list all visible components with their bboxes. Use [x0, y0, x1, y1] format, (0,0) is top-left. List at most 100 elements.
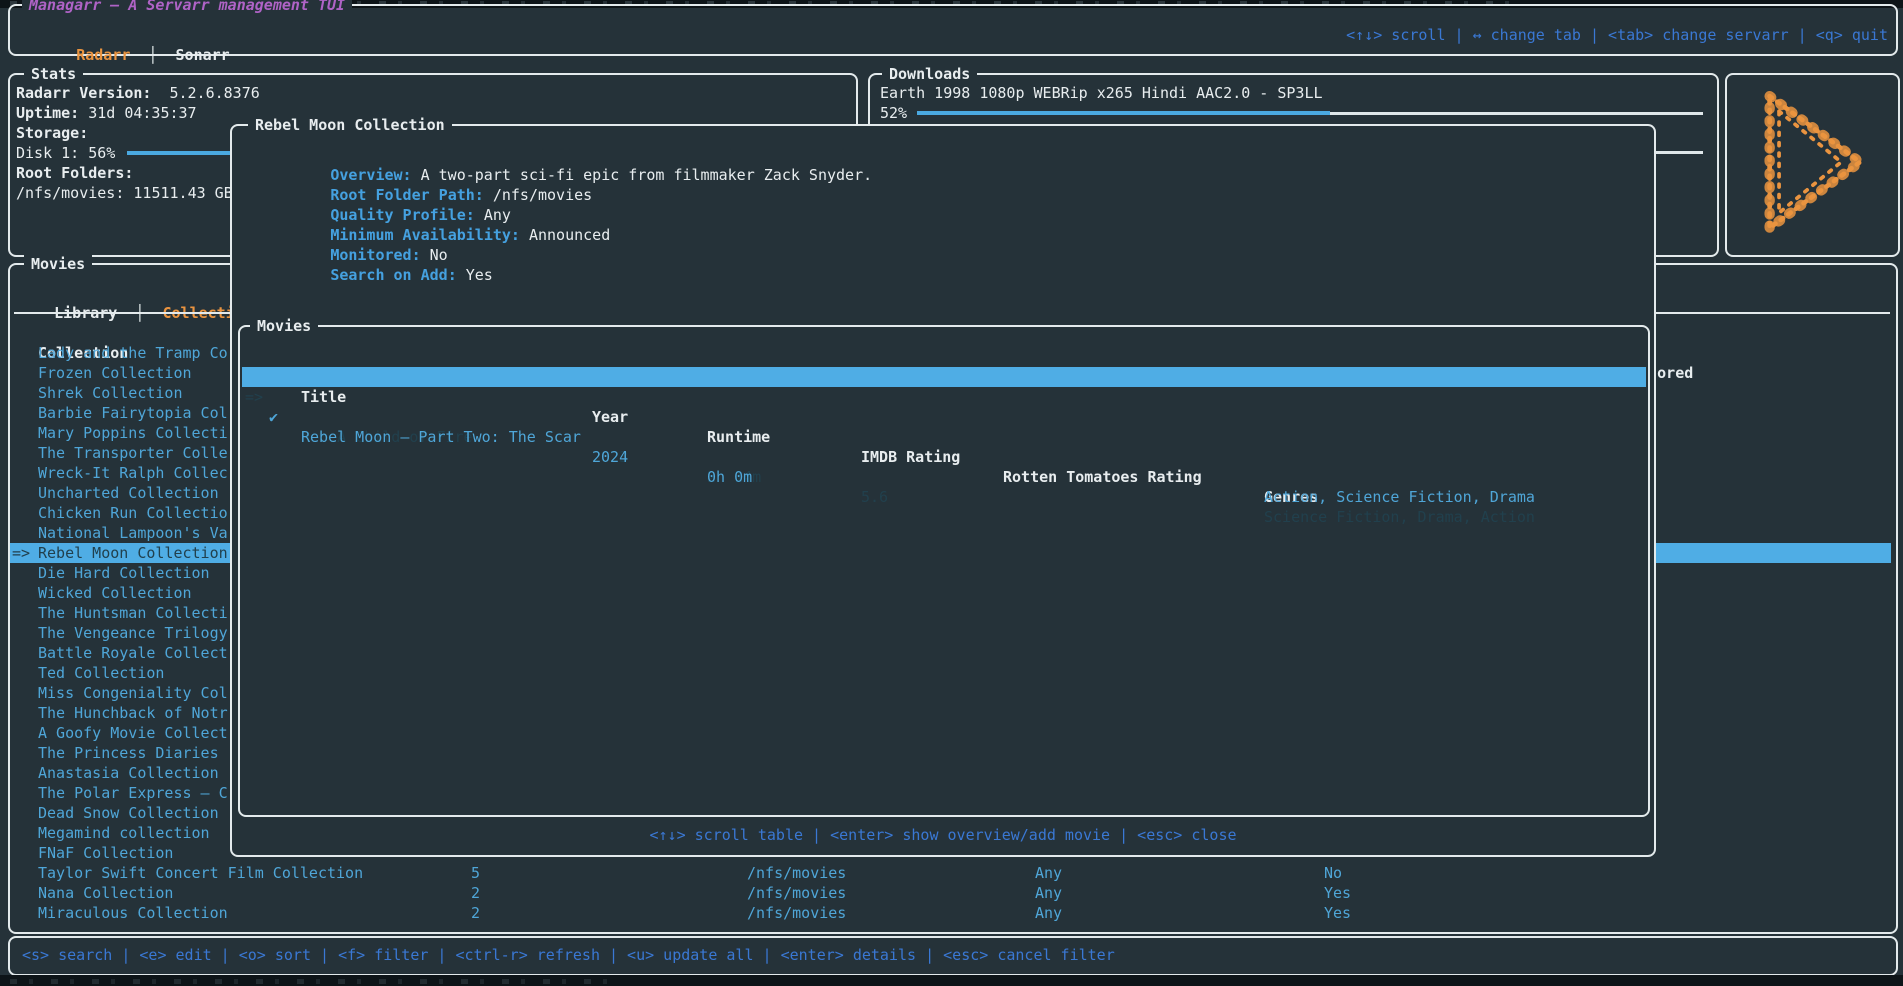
- collection-search-on-add: Yes: [1324, 884, 1352, 902]
- collection-name: National Lampoon's Va: [38, 524, 228, 542]
- modal-field-label: Overview:: [330, 166, 412, 184]
- collection-name: Miss Congeniality Col: [38, 684, 228, 702]
- collection-row[interactable]: Shrek Collection: [10, 383, 1891, 403]
- movies-header-runtime: Runtime: [707, 428, 771, 446]
- collection-row[interactable]: The Transporter Colle: [10, 443, 1891, 463]
- stat-uptime-value: 31d 04:35:37: [88, 104, 197, 122]
- tab-sonarr[interactable]: Sonarr: [175, 46, 230, 64]
- logo-panel: [1725, 73, 1900, 257]
- modal-field: Root Folder Path: /nfs/movies: [240, 165, 592, 204]
- collection-row[interactable]: Uncharted Collection: [10, 483, 1891, 503]
- modal-field-value: No: [429, 246, 448, 264]
- download-progress-gauge: [917, 111, 1330, 115]
- stat-storage-label: Storage:: [16, 124, 89, 142]
- download-progress-remainder: [1330, 112, 1703, 115]
- download-item-title: Earth 1998 1080p WEBRip x265 Hindi AAC2.…: [880, 84, 1323, 102]
- collection-row[interactable]: Nana Collection 2 /nfs/movies Any Yes: [10, 883, 1891, 903]
- modal-field-label: Monitored:: [330, 246, 421, 264]
- collection-name: Uncharted Collection: [38, 484, 219, 502]
- collection-row[interactable]: Dead Snow Collection: [10, 803, 1891, 823]
- collection-root-path: /nfs/movies: [747, 884, 847, 902]
- stat-disk-label: Disk 1: 56%: [16, 144, 116, 162]
- collection-name: Rebel Moon Collection: [38, 544, 228, 562]
- collection-row[interactable]: Taylor Swift Concert Film Collection 5 /…: [10, 863, 1891, 883]
- modal-field-value: A two-part sci-fi epic from filmmaker Za…: [420, 166, 873, 184]
- tab-radarr[interactable]: Radarr: [76, 46, 131, 64]
- app-title: Managarr – A Servarr management TUI: [22, 0, 353, 15]
- collection-row[interactable]: Die Hard Collection: [10, 563, 1891, 583]
- radarr-logo-icon: [1764, 91, 1866, 234]
- collection-name: Nana Collection: [38, 884, 174, 902]
- collection-name: Miraculous Collection: [38, 904, 228, 922]
- movie-imdb-rating: 5.6: [861, 488, 889, 506]
- collection-name: Mary Poppins Collecti: [38, 424, 228, 442]
- collection-row[interactable]: Lady and the Tramp Co: [10, 343, 1891, 363]
- collection-row[interactable]: Ted Collection: [10, 663, 1891, 683]
- modal-movies-panel: Movies ✔ Title Year Runtime IMDB Rating …: [238, 316, 1650, 817]
- stat-rootfolders-label: Root Folders:: [16, 164, 134, 182]
- modal-field-label: Quality Profile:: [330, 206, 475, 224]
- table-keybinds: <s> search | <e> edit | <o> sort | <f> f…: [22, 946, 1115, 964]
- modal-field-label: Search on Add:: [330, 266, 457, 284]
- download-item-percent: 52%: [880, 104, 908, 122]
- collection-row[interactable]: FNaF Collection: [10, 843, 1891, 863]
- collection-row[interactable]: Wreck-It Ralph Collec: [10, 463, 1891, 483]
- movie-monitored-check: ✔: [269, 408, 279, 426]
- collection-row[interactable]: Wicked Collection: [10, 583, 1891, 603]
- collection-row[interactable]: Mary Poppins Collecti: [10, 423, 1891, 443]
- modal-field-label: Minimum Availability:: [330, 226, 520, 244]
- collection-name: The Polar Express – C: [38, 784, 228, 802]
- downloads-panel-label: Downloads: [882, 64, 978, 84]
- collection-name: The Hunchback of Notr: [38, 704, 228, 722]
- movie-runtime: 0h 0m: [707, 468, 753, 486]
- collection-name: Taylor Swift Concert Film Collection: [38, 864, 364, 882]
- movie-row[interactable]: ✔ Rebel Moon – Part Two: The Scar 2024 0…: [242, 387, 1646, 506]
- collection-row[interactable]: National Lampoon's Va: [10, 523, 1891, 543]
- collection-name: Frozen Collection: [38, 364, 192, 382]
- modal-keybinds: <↑↓> scroll table | <enter> show overvie…: [649, 826, 1237, 844]
- movies-header-imdb: IMDB Rating: [861, 448, 961, 466]
- collection-quality-profile: Any: [1035, 884, 1063, 902]
- modal-field-value: Announced: [528, 226, 611, 244]
- collection-row[interactable]: Frozen Collection: [10, 363, 1891, 383]
- collection-name: The Vengeance Trilogy: [38, 624, 228, 642]
- collection-row[interactable]: Megamind collection: [10, 823, 1891, 843]
- collection-row[interactable]: The Vengeance Trilogy: [10, 623, 1891, 643]
- movies-header-title: Title: [301, 388, 347, 406]
- stat-rootfolder-value: /nfs/movies: 11511.43 GB: [16, 184, 233, 202]
- collection-row[interactable]: Barbie Fairytopia Col: [10, 403, 1891, 423]
- modal-field: Monitored: No: [240, 225, 447, 264]
- collection-row[interactable]: The Hunchback of Notr: [10, 703, 1891, 723]
- collection-root-path: /nfs/movies: [747, 864, 847, 882]
- collection-row[interactable]: A Goofy Movie Collect: [10, 723, 1891, 743]
- movies-panel-label: Movies: [24, 254, 93, 274]
- modal-field-label: Root Folder Path:: [330, 186, 484, 204]
- movie-year: 2024: [592, 448, 629, 466]
- movie-genres: Action, Science Fiction, Drama: [1264, 488, 1535, 506]
- movie-row[interactable]: => ✔ ne: A Child of Fire 2023 2h 14m 5.6…: [242, 367, 1646, 526]
- modal-title: Rebel Moon Collection: [248, 115, 452, 135]
- collection-row[interactable]: Battle Royale Collect: [10, 643, 1891, 663]
- collection-name: The Princess Diaries: [38, 744, 219, 762]
- collection-row[interactable]: Miraculous Collection 2 /nfs/movies Any …: [10, 903, 1891, 923]
- collection-row[interactable]: The Polar Express – C: [10, 783, 1891, 803]
- stats-panel-label: Stats: [24, 64, 84, 84]
- movie-year: 2023: [592, 448, 629, 466]
- collection-row[interactable]: Miss Congeniality Col: [10, 683, 1891, 703]
- modal-movies-label: Movies: [250, 316, 319, 336]
- collection-name: Die Hard Collection: [38, 564, 210, 582]
- collection-row[interactable]: The Huntsman Collecti: [10, 603, 1891, 623]
- movies-header-year: Year: [592, 408, 629, 426]
- movie-title: Rebel Moon – Part Two: The Scar: [301, 428, 581, 446]
- modal-field: Overview: A two-part sci-fi epic from fil…: [240, 145, 872, 184]
- collection-row[interactable]: Chicken Run Collectio: [10, 503, 1891, 523]
- collection-name: Wicked Collection: [38, 584, 192, 602]
- collection-root-path: /nfs/movies: [747, 904, 847, 922]
- collection-name: Ted Collection: [38, 664, 165, 682]
- collection-row[interactable]: The Princess Diaries: [10, 743, 1891, 763]
- movies-header-genres: Genres: [1264, 488, 1319, 506]
- collection-row[interactable]: Anastasia Collection: [10, 763, 1891, 783]
- bottom-keybind-bar: <s> search | <e> edit | <o> sort | <f> f…: [8, 936, 1898, 976]
- modal-field-value: Yes: [465, 266, 493, 284]
- collection-details-modal: Rebel Moon Collection Overview: A two-par…: [230, 115, 1656, 857]
